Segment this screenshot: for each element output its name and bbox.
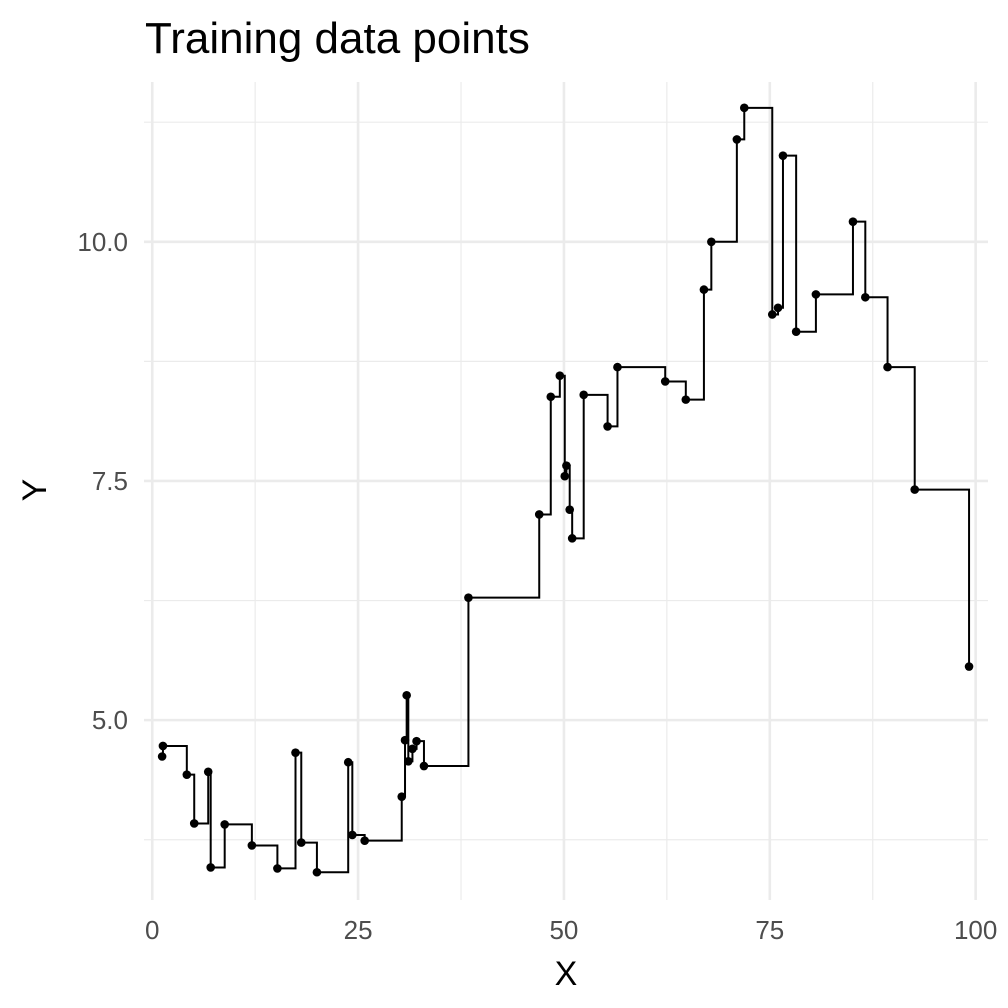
data-point (660, 377, 670, 386)
data-point (778, 151, 788, 160)
data-point (811, 290, 821, 299)
data-point (861, 292, 870, 302)
data-point (296, 838, 306, 847)
data-point (291, 748, 300, 757)
data-point (412, 736, 421, 746)
data-point (848, 217, 858, 226)
data-point (419, 761, 429, 771)
x-tick-label: 25 (344, 915, 373, 945)
data-points (157, 103, 974, 877)
data-point (158, 741, 168, 751)
data-point (404, 756, 413, 766)
data-point (348, 830, 357, 840)
data-point (312, 867, 322, 877)
data-point (739, 103, 749, 113)
data-point (613, 362, 622, 372)
data-point (579, 390, 589, 400)
y-axis-tick-labels: 5.0 7.5 10.0 (77, 227, 128, 735)
y-tick-label: 10.0 (77, 227, 128, 257)
data-point (910, 485, 920, 494)
data-point (273, 864, 282, 873)
data-point (182, 770, 192, 779)
data-point (603, 422, 612, 431)
data-point (408, 744, 417, 754)
data-point (567, 534, 577, 543)
data-point (157, 752, 167, 761)
x-tick-label: 0 (145, 915, 159, 945)
data-point (565, 505, 575, 514)
x-tick-label: 75 (755, 915, 784, 945)
data-point (397, 792, 407, 801)
data-point (555, 371, 565, 381)
data-point (707, 237, 716, 247)
data-point (562, 461, 571, 470)
data-point (464, 593, 473, 602)
data-point (220, 820, 229, 829)
data-point (732, 135, 742, 144)
data-point (400, 735, 410, 745)
data-point (560, 471, 570, 481)
y-tick-label: 5.0 (92, 705, 128, 735)
data-point (964, 662, 974, 671)
data-point (534, 510, 544, 519)
major-gridlines (144, 82, 988, 900)
step-line (161, 106, 971, 874)
data-point (791, 327, 801, 337)
data-point (206, 863, 215, 872)
x-tick-label: 100 (954, 915, 997, 945)
minor-gridlines (144, 82, 988, 900)
x-axis-title: X (555, 955, 578, 993)
data-point (189, 819, 199, 828)
y-tick-label: 7.5 (92, 466, 128, 496)
chart-title: Training data points (145, 14, 530, 63)
data-point (681, 395, 691, 404)
x-axis-tick-labels: 0 25 50 75 100 (145, 915, 997, 945)
data-point (699, 285, 709, 294)
data-point (546, 392, 556, 402)
data-point (883, 362, 892, 372)
data-point (203, 767, 213, 777)
data-point (247, 841, 257, 850)
y-axis-title: Y (16, 479, 54, 502)
x-tick-label: 50 (549, 915, 578, 945)
data-point (343, 757, 353, 767)
data-point (360, 836, 369, 845)
data-point (767, 310, 777, 319)
data-point (773, 303, 783, 313)
data-point (402, 690, 411, 700)
